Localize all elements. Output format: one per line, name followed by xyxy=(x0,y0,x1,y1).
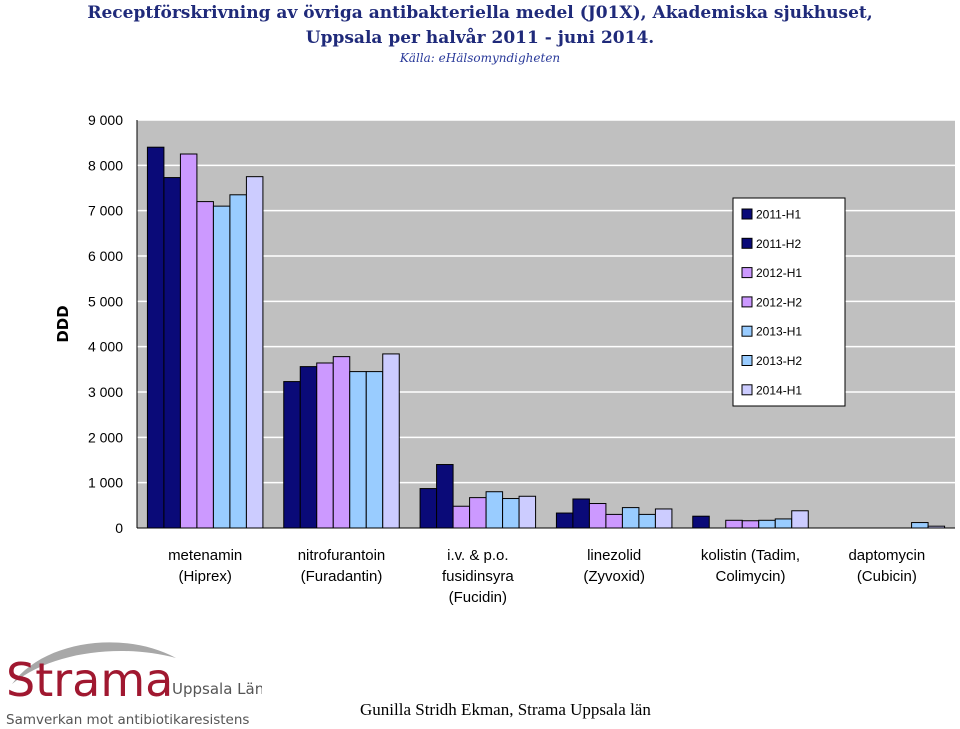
bar xyxy=(502,498,520,529)
bar xyxy=(572,498,590,529)
y-tick-label: 9 000 xyxy=(88,112,123,128)
bar xyxy=(485,491,504,529)
strama-logo: Strama Uppsala Län Samverkan mot antibio… xyxy=(6,642,262,728)
category-label: Colimycin) xyxy=(715,568,785,585)
bar xyxy=(179,153,198,529)
bar xyxy=(196,201,214,529)
category-label: fusidinsyra xyxy=(442,568,514,585)
logo-brand: Strama xyxy=(6,653,173,707)
y-tick-label: 6 000 xyxy=(88,248,123,264)
category-label: (Cubicin) xyxy=(857,568,917,585)
legend-label: 2014-H1 xyxy=(756,383,802,397)
chart-subtitle: Uppsala per halvår 2011 - juni 2014. xyxy=(305,28,655,48)
y-tick-label: 3 000 xyxy=(88,384,123,400)
bar xyxy=(725,519,743,529)
bars xyxy=(136,120,955,529)
bar xyxy=(911,522,929,529)
bar xyxy=(555,512,574,529)
bar xyxy=(654,508,673,529)
bar xyxy=(382,353,400,529)
legend-label: 2013-H1 xyxy=(756,325,802,339)
y-tick-label: 4 000 xyxy=(88,339,123,355)
legend-swatch xyxy=(741,384,753,396)
chart-title: Receptförskrivning av övriga antibakteri… xyxy=(87,3,873,23)
y-tick-label: 8 000 xyxy=(88,157,123,173)
bar xyxy=(791,510,809,529)
bar xyxy=(436,464,454,529)
bar xyxy=(469,497,487,529)
bar xyxy=(419,488,438,529)
logo-swoosh xyxy=(12,642,176,684)
bar xyxy=(146,146,165,529)
bar xyxy=(692,515,710,529)
legend-label: 2012-H2 xyxy=(756,295,802,309)
y-tick-label: 7 000 xyxy=(88,203,123,219)
footer-author: Gunilla Stridh Ekman, Strama Uppsala län xyxy=(360,700,651,719)
category-label: (Fucidin) xyxy=(449,589,507,606)
category-label: linezolid xyxy=(587,547,641,564)
bar xyxy=(299,366,318,529)
legend-swatch xyxy=(741,237,753,249)
legend-label: 2012-H1 xyxy=(756,266,802,280)
y-tick-label: 2 000 xyxy=(88,429,123,445)
y-axis-ticks: 0 1 000 2 000 3 000 4 000 5 000 6 000 7 000 8 00… xyxy=(88,112,123,536)
legend: 2011-H1 2011-H2 2012-H1 2012-H2 2013-H1 2013-… xyxy=(741,208,802,397)
bar xyxy=(758,519,776,529)
y-tick-label: 5 000 xyxy=(88,293,123,309)
bar xyxy=(774,518,793,529)
bar xyxy=(163,177,181,529)
legend-label: 2013-H2 xyxy=(756,354,802,368)
y-tick-label: 0 xyxy=(115,520,123,536)
y-axis-label: DDD xyxy=(54,305,72,342)
legend-swatch xyxy=(741,296,753,308)
bar xyxy=(518,495,537,529)
bar xyxy=(316,362,334,529)
legend-swatch xyxy=(741,355,753,366)
bar xyxy=(452,505,471,529)
logo-region: Uppsala Län xyxy=(172,680,262,698)
bar xyxy=(349,371,367,529)
legend-swatch xyxy=(741,208,753,220)
bar xyxy=(332,356,351,529)
category-label: (Furadantin) xyxy=(301,568,383,585)
legend-label: 2011-H2 xyxy=(756,237,801,251)
bar xyxy=(365,371,384,529)
category-label: nitrofurantoin xyxy=(298,547,386,564)
bar xyxy=(621,507,640,529)
category-label: (Hiprex) xyxy=(178,568,231,585)
bar xyxy=(605,513,623,529)
legend-swatch xyxy=(741,267,753,279)
bar xyxy=(212,205,231,529)
bar xyxy=(588,503,607,529)
legend-swatch xyxy=(741,325,753,337)
category-label: metenamin xyxy=(168,547,242,564)
bar xyxy=(283,381,301,529)
category-label: (Zyvoxid) xyxy=(583,568,645,585)
chart-source: Källa: eHälsomyndigheten xyxy=(399,51,561,65)
bar xyxy=(741,520,760,529)
bar-chart: 0 1 000 2 000 3 000 4 000 5 000 6 000 7 000 8 00… xyxy=(54,112,955,606)
category-label: i.v. & p.o. xyxy=(447,547,508,564)
bar xyxy=(245,176,264,529)
category-label: kolistin (Tadim, xyxy=(701,547,800,564)
bar xyxy=(229,194,247,529)
x-axis-categories: metenamin (Hiprex) nitrofurantoin (Furadant… xyxy=(168,547,925,606)
legend-label: 2011-H1 xyxy=(756,208,801,222)
y-tick-label: 1 000 xyxy=(88,475,123,491)
logo-tagline: Samverkan mot antibiotikaresistens xyxy=(6,712,249,728)
category-label: daptomycin xyxy=(848,547,925,564)
bar xyxy=(638,513,656,529)
